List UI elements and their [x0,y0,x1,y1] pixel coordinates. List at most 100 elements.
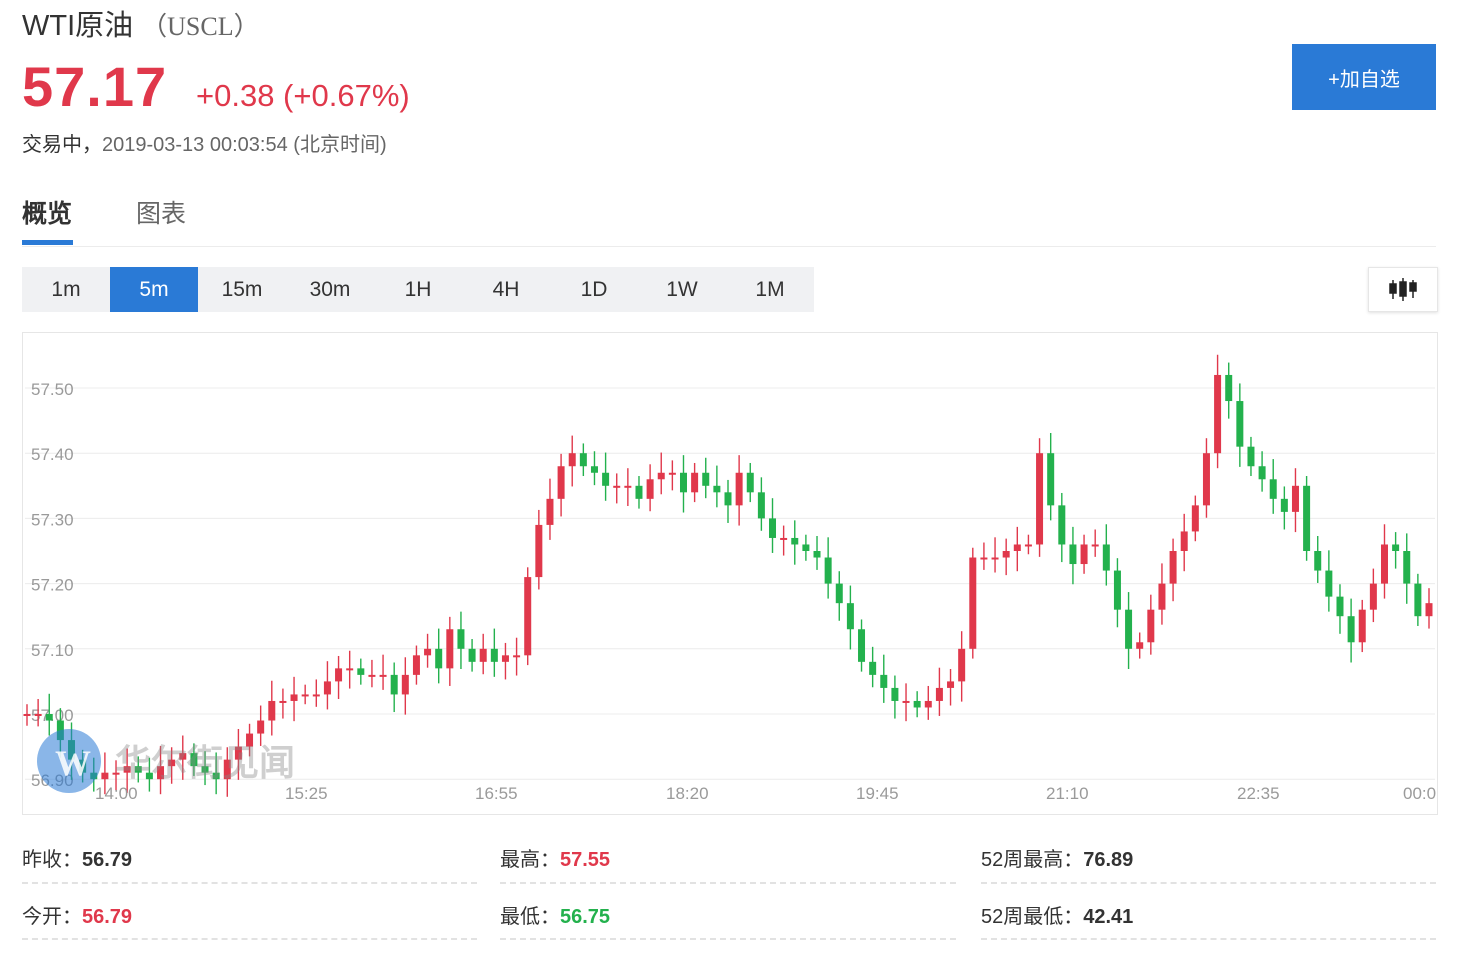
candle-body [813,551,821,558]
candle-body [101,772,109,780]
period-15m[interactable]: 15m [221,278,263,301]
candle-body [513,655,521,658]
divider [500,938,956,940]
candle-body [1425,603,1433,617]
candle-body [1169,551,1177,584]
candle-body [757,492,765,519]
candle-body [312,694,320,697]
quote-timezone: (北京时间) [293,134,387,156]
period-30m[interactable]: 30m [309,278,351,301]
divider [22,938,477,940]
candle-body [168,759,176,767]
stat-52w-high: 52周最高：76.89 [981,843,1133,872]
candle-body [1102,544,1110,571]
candle-body [145,772,153,780]
candle-body [1113,570,1121,610]
instrument-title: WTI原油 （USCL） [22,2,260,44]
candle-body [746,472,754,493]
add-to-watchlist-button[interactable]: +加自选 [1292,44,1436,110]
watermark-text: 华尔街见闻 [115,743,295,784]
watermark-logo-letter: W [55,743,91,783]
period-1m[interactable]: 1m [51,278,81,301]
candle-body [1024,544,1032,547]
tab-overview[interactable]: 概览 [22,200,73,228]
candle-body [1158,583,1166,610]
stat-label: 最低： [500,906,560,928]
period-4h[interactable]: 4H [492,278,520,301]
period-1w[interactable]: 1W [666,278,698,301]
candle-body [501,655,509,662]
stat-label: 今开： [22,906,82,928]
stat-low: 最低：56.75 [500,900,610,929]
candle-body [435,648,443,669]
candle-body [468,648,476,662]
candle-body [824,557,832,584]
watermark-logo [37,729,101,793]
stat-value: 56.79 [82,849,133,871]
candle-body [602,472,610,486]
divider [981,938,1436,940]
stat-value: 56.79 [82,906,133,928]
x-tick-label: 21:10 [1046,784,1089,803]
candle-body [880,674,888,688]
candle-body [1191,505,1199,532]
candle-body [1036,453,1044,545]
candle-body [590,466,598,473]
candle-body [424,648,432,656]
candle-body [679,472,687,493]
candle-body [246,733,254,747]
candle-body [1269,479,1277,499]
candle-body [668,472,676,475]
candle-body [713,485,721,493]
candle-body [1236,401,1244,447]
candle-body [1225,374,1233,402]
candle-body [924,700,932,708]
candle-body [735,472,743,506]
period-1d[interactable]: 1D [580,278,608,301]
period-1mo[interactable]: 1M [755,278,785,301]
stat-value: 42.41 [1083,906,1134,928]
candle-body [579,453,587,467]
period-5m[interactable]: 5m [110,267,198,312]
y-tick-label: 57.30 [31,510,74,529]
candle-body [624,485,632,488]
candle-body [991,557,999,560]
candle-body [212,772,220,780]
candle-body [769,518,777,538]
tab-chart[interactable]: 图表 [136,200,187,228]
x-tick-label: 16:55 [475,784,518,803]
candle-body [1303,485,1311,551]
candlestick-chart: 57.5057.4057.3057.2057.1057.0056.9014:00… [23,354,1436,803]
candle-body [401,674,409,695]
candle-body [457,629,465,649]
candle-body [958,648,966,682]
candle-body [1013,544,1021,551]
chart-type-toggle-button[interactable] [1368,267,1438,312]
candle-body [112,772,120,775]
candle-body [323,681,331,695]
candle-body [1369,583,1377,610]
stat-open: 今开：56.79 [22,900,132,929]
candle-body [412,655,420,675]
candle-body [913,700,921,708]
candle-body [1214,374,1222,454]
stat-label: 昨收： [22,849,82,871]
x-tick-label: 14:00 [95,784,138,803]
candle-body [947,681,955,688]
instrument-symbol: （USCL） [141,12,260,41]
candle-body [1202,453,1210,506]
x-tick-label: 22:35 [1237,784,1280,803]
candle-body [123,766,131,773]
trading-state: 交易中， [22,134,102,156]
active-tab-indicator [22,240,73,245]
candle-body [223,759,231,780]
candle-body [980,557,988,560]
y-tick-label: 57.20 [31,576,74,595]
candle-body [1080,544,1088,565]
candle-body [546,498,554,525]
price-chart[interactable]: 57.5057.4057.3057.2057.1057.0056.9014:00… [22,332,1438,815]
period-selector: 1m 5m 15m 30m 1H 4H 1D 1W 1M [22,267,814,312]
stat-label: 最高： [500,849,560,871]
period-1h[interactable]: 1H [404,278,432,301]
tab-bar: 概览 图表 [22,190,1436,247]
